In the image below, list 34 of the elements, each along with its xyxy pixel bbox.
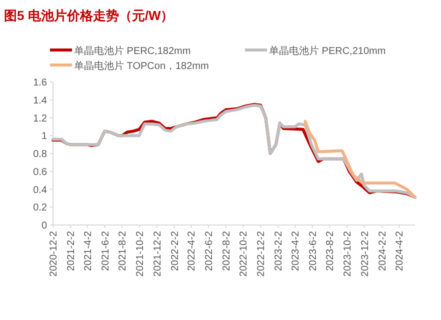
- x-tick-label: 2022-8-2: [221, 230, 232, 272]
- y-tick-label: 0.8: [33, 149, 48, 160]
- y-tick-label: 0.6: [33, 166, 48, 178]
- y-tick-label: 1.6: [33, 78, 48, 88]
- x-tick-label: 2022-12-2: [256, 230, 268, 277]
- y-tick-label: 1.2: [33, 113, 48, 124]
- x-tick-label: 2023-12-2: [360, 230, 371, 277]
- y-tick-label: 1: [41, 131, 48, 142]
- x-tick-label: 2024-4-2: [394, 230, 406, 272]
- x-tick-label: 2022-2-2: [170, 230, 181, 272]
- x-tick-label: 2021-10-2: [134, 230, 146, 277]
- x-tick-label: 2023-4-2: [290, 230, 302, 272]
- title: 图5 电池片价格走势（元/W）: [4, 8, 174, 23]
- y-tick-label: 0.4: [33, 184, 48, 196]
- x-tick-label: 2022-10-2: [238, 230, 250, 277]
- legend-label: 单晶电池片 PERC,210mm: [269, 45, 386, 57]
- x-tick-label: 2023-2-2: [274, 230, 285, 272]
- x-tick-label: 2023-8-2: [325, 230, 336, 272]
- y-tick-label: 1.4: [33, 95, 48, 106]
- x-tick-label: 2021-12-2: [152, 230, 164, 277]
- x-tick-label: 2023-10-2: [342, 230, 354, 277]
- x-tick-label: 2022-6-2: [204, 230, 216, 272]
- x-tick-label: 2021-4-2: [82, 230, 94, 272]
- legend-label: 单晶电池片 PERC,182mm: [74, 45, 191, 57]
- y-tick-label: 0.2: [33, 202, 48, 214]
- x-tick-label: 2021-6-2: [100, 230, 112, 272]
- x-tick-label: 2024-2-2: [378, 230, 389, 272]
- x-tick-label: 2021-2-2: [66, 230, 78, 272]
- x-tick-label: 2020-12-2: [48, 230, 60, 277]
- x-tick-label: 2023-6-2: [308, 230, 319, 272]
- legend-label: 单晶电池片 TOPCon，182mm: [74, 60, 209, 72]
- x-tick-label: 2021-8-2: [118, 230, 129, 272]
- y-tick-label: 0: [41, 220, 48, 232]
- x-tick-label: 2022-4-2: [186, 230, 198, 272]
